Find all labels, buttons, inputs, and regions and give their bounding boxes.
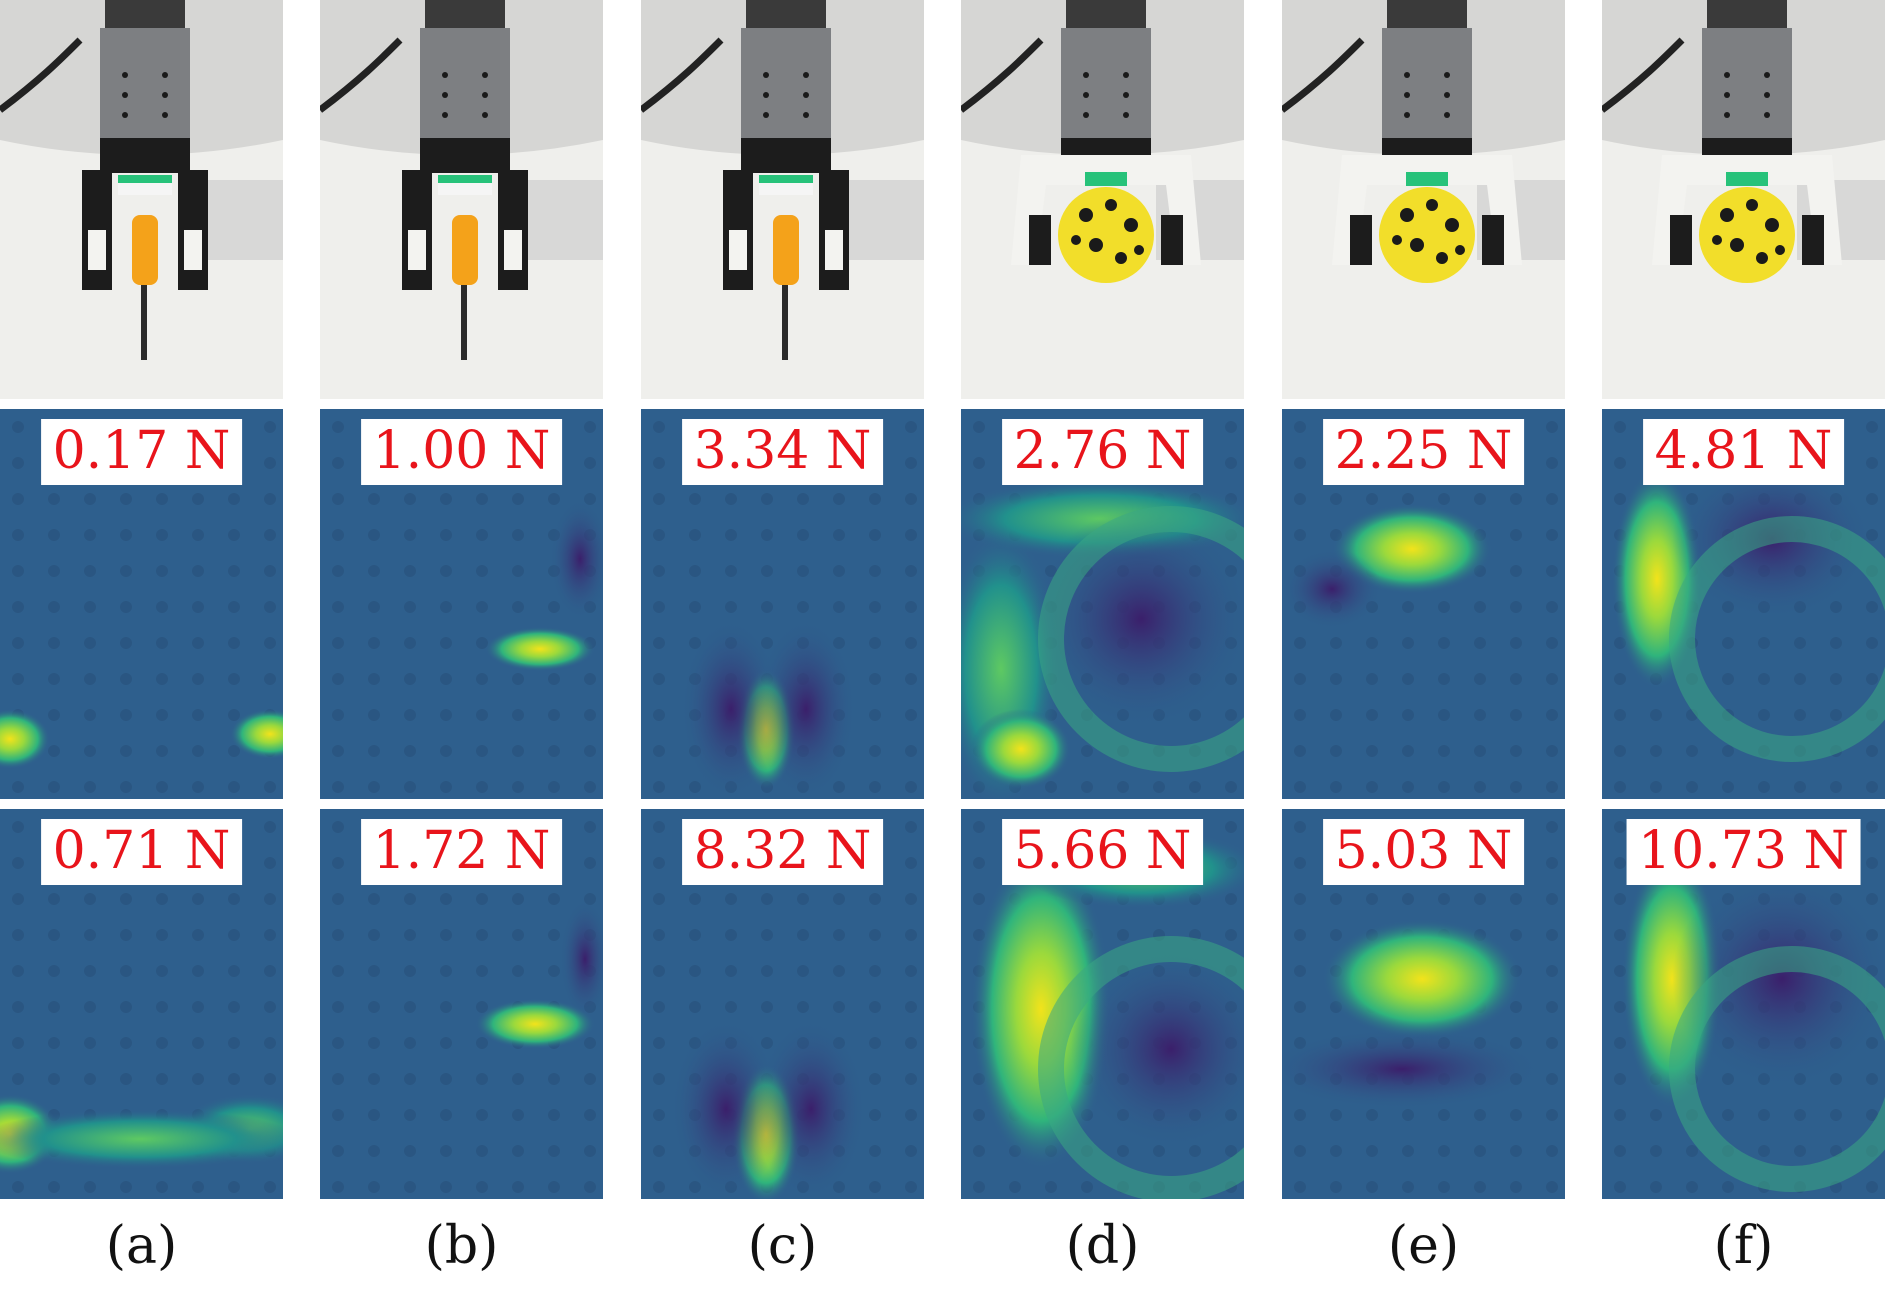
panel-3: 3.34 N 8.32 N (c) [641,0,924,1309]
tactile-map-bottom: 5.66 N [961,809,1244,1199]
tactile-map-bottom: 5.03 N [1282,809,1565,1199]
force-label-bottom: 8.32 N [681,819,884,885]
panel-caption: (f) [1713,1216,1774,1276]
panel-caption: (a) [105,1216,178,1276]
force-label-bottom: 10.73 N [1626,819,1861,885]
force-label-bottom: 5.66 N [1001,819,1204,885]
tactile-map-top: 4.81 N [1602,409,1885,799]
force-label-top: 4.81 N [1642,419,1845,485]
tactile-map-bottom: 0.71 N [0,809,283,1199]
panel-2: 1.00 N 1.72 N (b) [320,0,603,1309]
tactile-map-top: 3.34 N [641,409,924,799]
panel-5: 2.25 N 5.03 N (e) [1282,0,1565,1309]
tactile-map-top: 2.25 N [1282,409,1565,799]
force-label-bottom: 1.72 N [360,819,563,885]
force-label-bottom: 0.71 N [40,819,243,885]
tactile-map-top: 2.76 N [961,409,1244,799]
tactile-map-bottom: 1.72 N [320,809,603,1199]
panel-1: 0.17 N 0.71 N (a) [0,0,283,1309]
panel-4: 2.76 N 5.66 N (d) [961,0,1244,1309]
gripper-photo [0,0,283,399]
gripper-photo [641,0,924,399]
tactile-map-bottom: 8.32 N [641,809,924,1199]
tactile-map-bottom: 10.73 N [1602,809,1885,1199]
gripper-photo [1602,0,1885,399]
tactile-map-top: 0.17 N [0,409,283,799]
force-label-top: 0.17 N [40,419,243,485]
panel-caption: (b) [424,1216,499,1276]
force-label-bottom: 5.03 N [1322,819,1525,885]
force-label-top: 2.25 N [1322,419,1525,485]
force-label-top: 2.76 N [1001,419,1204,485]
force-label-top: 3.34 N [681,419,884,485]
panel-caption: (e) [1387,1216,1460,1276]
tactile-map-top: 1.00 N [320,409,603,799]
gripper-photo [961,0,1244,399]
panel-caption: (d) [1065,1216,1140,1276]
force-label-top: 1.00 N [360,419,563,485]
gripper-photo [1282,0,1565,399]
panel-6: 4.81 N 10.73 N (f) [1602,0,1885,1309]
panel-caption: (c) [747,1216,818,1276]
gripper-photo [320,0,603,399]
